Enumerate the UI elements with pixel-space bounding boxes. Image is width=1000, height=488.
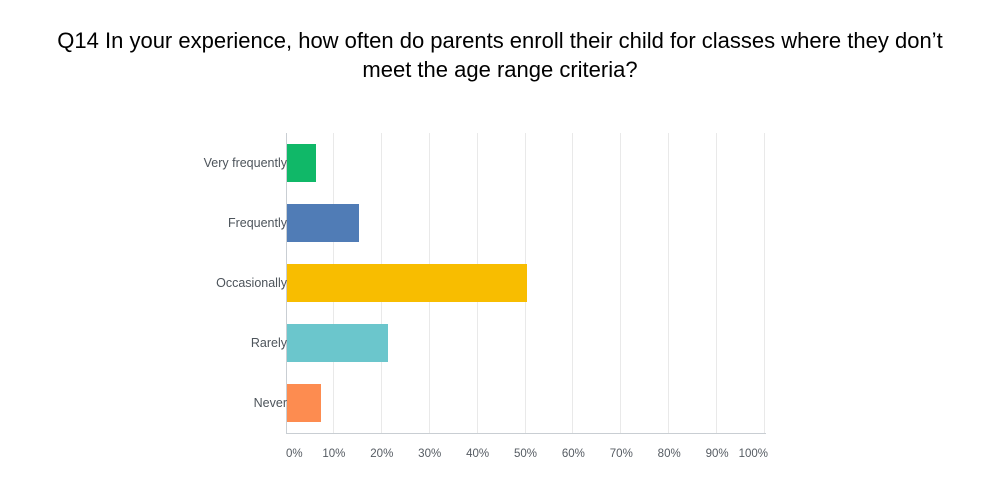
category-label-never: Never	[253, 396, 287, 410]
x-axis-tick-label-80%: 80%	[657, 448, 681, 460]
x-axis-tick-label-90%: 90%	[705, 448, 729, 460]
x-axis-tick-label-0%: 0%	[286, 448, 303, 460]
bar-occasionally	[287, 264, 527, 302]
category-label-rarely: Rarely	[250, 336, 287, 350]
gridline-70%	[620, 133, 622, 433]
category-label-occasionally: Occasionally	[216, 276, 287, 290]
x-axis-tick-label-50%: 50%	[513, 448, 538, 460]
gridline-100%	[764, 133, 765, 433]
chart-title-line-1: Q14 In your experience, how often do par…	[57, 28, 943, 53]
x-axis-tick-label-40%: 40%	[466, 448, 490, 460]
x-axis-tick-label-70%: 70%	[609, 448, 633, 460]
x-axis-tick-label-60%: 60%	[561, 448, 585, 460]
x-axis-tick-label-30%: 30%	[418, 448, 442, 460]
chart-title-line-2: meet the age range criteria?	[362, 57, 638, 82]
gridline-60%	[572, 133, 574, 433]
bar-frequently	[287, 204, 359, 242]
bar-never	[287, 384, 321, 422]
plot-area	[286, 133, 766, 434]
x-axis-tick-label-100%: 100%	[738, 448, 768, 460]
chart-title: Q14 In your experience, how often do par…	[0, 26, 1000, 84]
x-axis-tick-label-20%: 20%	[370, 448, 394, 460]
gridline-80%	[668, 133, 670, 433]
bar-rarely	[287, 324, 388, 362]
x-axis-tick-label-10%: 10%	[322, 448, 346, 460]
category-label-frequently: Frequently	[227, 216, 287, 230]
gridline-90%	[716, 133, 718, 433]
category-label-very-frequently: Very frequently	[203, 156, 287, 170]
bar-very-frequently	[287, 144, 316, 182]
